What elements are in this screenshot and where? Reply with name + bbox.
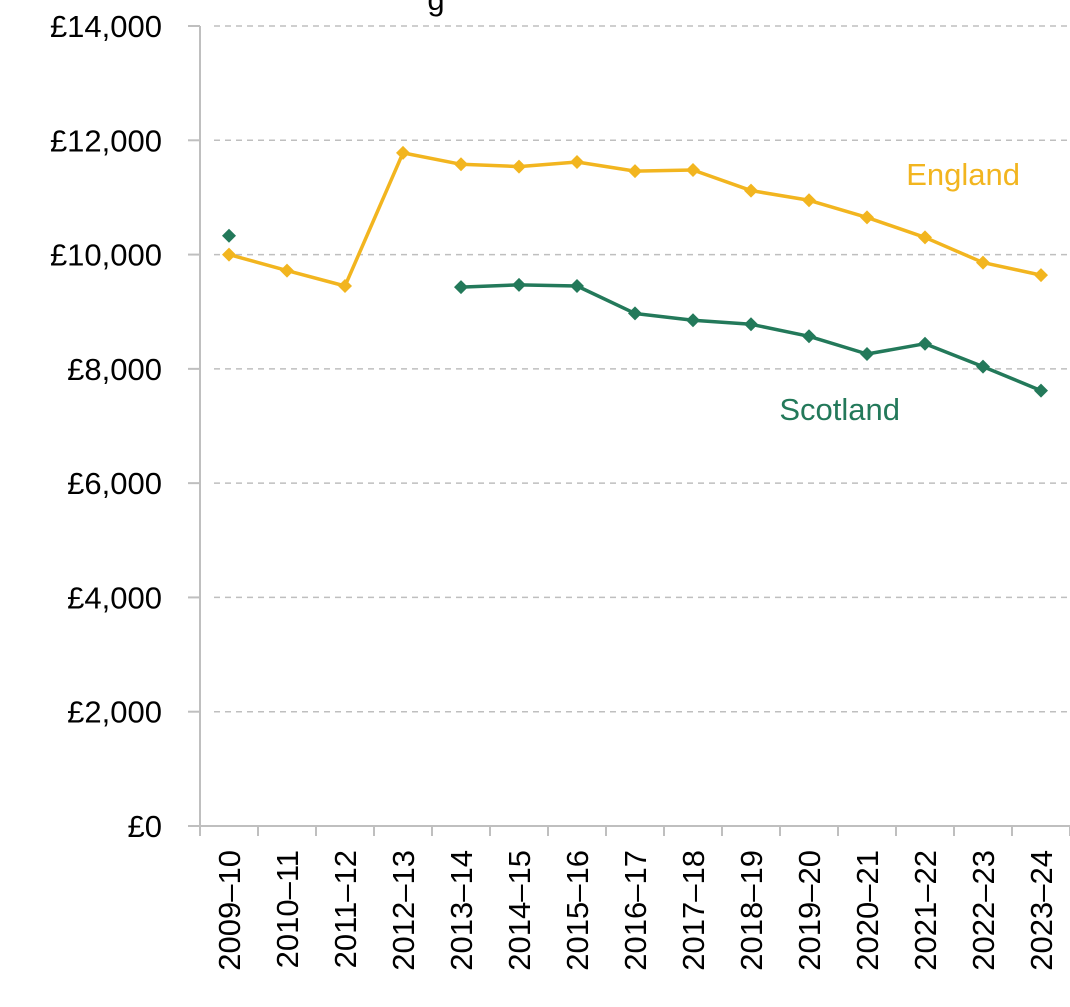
series-line-scotland	[460, 283, 1042, 393]
x-axis-ticks: 2009–10 2010–11 2011–12 2012–13 2013–14 2014–…	[212, 850, 1059, 971]
data-point-scotland	[222, 228, 236, 243]
data-point-england	[570, 155, 584, 169]
data-point-england	[628, 164, 642, 179]
data-point-england	[280, 263, 294, 278]
y-tick-label: £14,000	[50, 9, 162, 44]
x-tick-label: 2017–18	[676, 850, 711, 971]
data-point-scotland	[976, 359, 990, 374]
data-point-scotland	[686, 313, 700, 328]
series-label-england: England	[906, 157, 1020, 192]
x-tick-label: 2020–21	[850, 850, 885, 971]
x-tick-label: 2021–22	[908, 850, 943, 971]
x-tick-label: 2011–12	[328, 850, 363, 968]
data-point-england	[338, 279, 352, 293]
data-point-england	[918, 230, 932, 245]
data-point-england	[686, 163, 700, 177]
data-point-scotland	[802, 329, 816, 344]
data-point-england	[396, 145, 410, 160]
y-axis-ticks: £0 £2,000 £4,000 £6,000 £8,000 £10,000 £12,000…	[50, 9, 162, 844]
x-tick-label: 2012–13	[386, 850, 421, 971]
x-tick-label: 2022–23	[966, 850, 1001, 971]
y-tick-label: £6,000	[67, 466, 162, 501]
data-point-england	[744, 183, 758, 198]
data-point-scotland	[512, 277, 526, 292]
x-tick-label: 2016–17	[618, 850, 653, 971]
x-tick-label: 2015–16	[560, 850, 595, 971]
x-tick-label: 2014–15	[502, 850, 537, 971]
x-tick-label: 2013–14	[444, 850, 479, 971]
x-tick-label: 2018–19	[734, 850, 769, 971]
y-tick-label: £10,000	[50, 238, 162, 273]
data-point-scotland	[570, 279, 584, 293]
data-point-scotland	[454, 280, 468, 295]
data-point-england	[512, 159, 526, 174]
series-labels: England Scotland	[779, 157, 1020, 427]
axes	[188, 25, 1070, 836]
data-point-england	[976, 255, 990, 270]
y-tick-label: £4,000	[67, 580, 162, 615]
data-point-scotland	[860, 347, 874, 361]
x-tick-label: 2010–11	[270, 850, 305, 968]
series-group	[222, 145, 1048, 398]
data-point-england	[802, 193, 816, 208]
y-tick-label: £0	[128, 809, 162, 844]
y-tick-label: £12,000	[50, 123, 162, 158]
data-point-england	[860, 210, 874, 225]
y-tick-label: £2,000	[67, 695, 162, 730]
series-label-scotland: Scotland	[779, 392, 900, 427]
x-tick-label: 2009–10	[212, 850, 247, 971]
gridlines	[214, 25, 1070, 713]
data-point-scotland	[918, 336, 932, 351]
data-point-england	[1034, 268, 1048, 283]
data-point-england	[454, 157, 468, 172]
x-tick-label: 2023–24	[1024, 850, 1059, 971]
y-tick-label: £8,000	[67, 352, 162, 387]
data-point-scotland	[1034, 383, 1048, 398]
x-tick-label: 2019–20	[792, 850, 827, 971]
chart-title-fragment: g	[427, 0, 444, 17]
data-point-scotland	[744, 317, 758, 332]
data-point-scotland	[628, 306, 642, 321]
data-point-england	[222, 247, 236, 262]
